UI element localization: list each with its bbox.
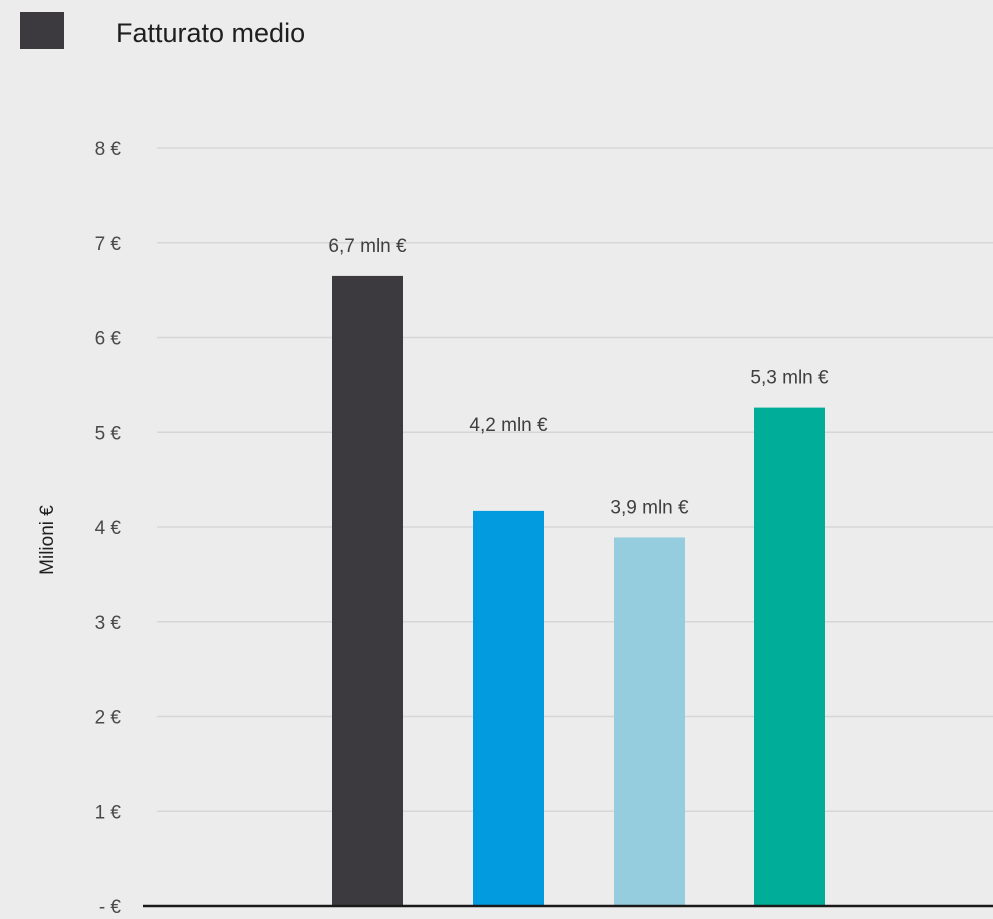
y-axis-ticks: - € 1 € 2 € 3 € 4 € 5 € 6 € 7 € 8 € <box>95 139 122 918</box>
bar-data-labels: 6,7 mln € 4,2 mln € 3,9 mln € 5,3 mln € <box>328 236 829 519</box>
y-tick-label-0: - € <box>99 897 122 918</box>
gridlines <box>157 147 993 812</box>
legend-swatch-fatturato-medio <box>20 12 64 49</box>
bar-4 <box>754 407 825 906</box>
legend-label-fatturato-medio: Fatturato medio <box>116 18 305 48</box>
y-tick-label-5: 5 € <box>95 423 122 444</box>
bar-2 <box>473 510 544 906</box>
bar-3-data-label: 3,9 mln € <box>610 497 689 518</box>
y-tick-label-6: 6 € <box>95 329 122 350</box>
bar-2-data-label: 4,2 mln € <box>469 415 548 436</box>
y-tick-label-2: 2 € <box>95 708 122 729</box>
bar-4-data-label: 5,3 mln € <box>750 368 829 389</box>
y-tick-label-4: 4 € <box>95 518 122 539</box>
y-tick-label-8: 8 € <box>95 139 122 160</box>
y-tick-label-1: 1 € <box>95 802 122 823</box>
y-tick-label-7: 7 € <box>95 234 122 255</box>
y-tick-label-3: 3 € <box>95 613 122 634</box>
bars <box>332 275 825 907</box>
legend: Fatturato medio <box>20 12 305 49</box>
y-axis-title: Milioni € <box>37 505 58 575</box>
bar-1 <box>332 275 403 907</box>
bar-1-data-label: 6,7 mln € <box>328 236 407 257</box>
bar-3 <box>614 537 685 906</box>
